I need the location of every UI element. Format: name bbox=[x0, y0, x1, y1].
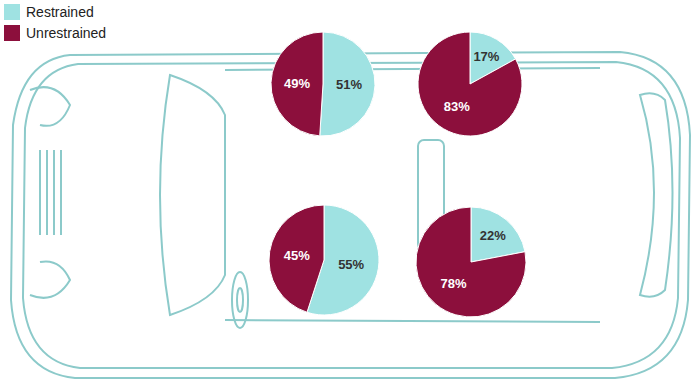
headlight bbox=[30, 87, 70, 126]
data-label: 45% bbox=[284, 248, 310, 263]
data-label: 78% bbox=[440, 276, 466, 291]
chart: 51% 49% 17% 83% 55% 45% 22% 78% Restrained Unrest… bbox=[0, 0, 697, 384]
grille bbox=[46, 150, 48, 235]
steering-wheel bbox=[232, 272, 248, 328]
steering-wheel-hub bbox=[237, 288, 243, 312]
legend-swatch bbox=[4, 25, 20, 41]
pie bbox=[269, 205, 379, 315]
pie-labels: 51% 49% bbox=[284, 76, 362, 93]
legend: Restrained Unrestrained bbox=[4, 4, 106, 41]
grille bbox=[53, 150, 55, 235]
data-label: 17% bbox=[473, 49, 499, 64]
pie-labels: 22% 78% bbox=[440, 228, 506, 290]
pie-slice bbox=[418, 32, 522, 136]
grille bbox=[60, 150, 62, 235]
pie-labels: 17% 83% bbox=[444, 49, 500, 114]
rear-window bbox=[640, 93, 673, 296]
data-label: 49% bbox=[284, 76, 310, 91]
pie-slice bbox=[320, 32, 375, 136]
grille bbox=[39, 150, 41, 235]
pie-slice bbox=[269, 205, 324, 312]
pie bbox=[416, 207, 526, 317]
pie bbox=[271, 32, 375, 136]
data-label: 55% bbox=[338, 257, 364, 272]
data-label: 22% bbox=[480, 228, 506, 243]
legend-swatch bbox=[4, 4, 20, 20]
legend-label: Restrained bbox=[26, 4, 94, 20]
pie-labels: 55% 45% bbox=[284, 248, 365, 272]
data-label: 51% bbox=[336, 77, 362, 92]
pie bbox=[418, 32, 522, 136]
headlight bbox=[30, 261, 70, 297]
windshield bbox=[160, 75, 225, 315]
pie-slice bbox=[271, 32, 323, 136]
pie-slice bbox=[416, 207, 526, 317]
legend-label: Unrestrained bbox=[26, 25, 106, 41]
data-label: 83% bbox=[444, 99, 470, 114]
